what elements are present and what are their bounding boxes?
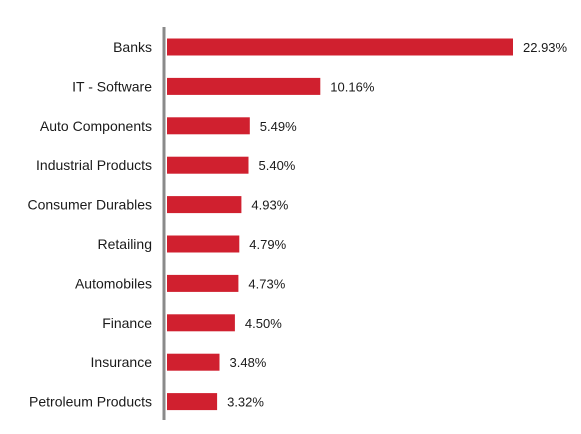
category-label: Insurance xyxy=(91,354,153,370)
bar-4 xyxy=(167,196,242,214)
category-labels-group: Banks IT - Software Auto Components Industr… xyxy=(28,39,153,410)
bar-6 xyxy=(167,274,239,292)
value-label: 3.48% xyxy=(230,355,267,370)
category-label: Retailing xyxy=(98,236,152,252)
value-label: 5.40% xyxy=(259,158,296,173)
category-label: Auto Components xyxy=(40,118,152,134)
value-label: 4.73% xyxy=(248,276,285,291)
bar-7 xyxy=(167,314,235,332)
value-label: 4.50% xyxy=(245,316,282,331)
category-label: Petroleum Products xyxy=(29,394,152,410)
category-label: Industrial Products xyxy=(36,157,152,173)
value-label: 10.16% xyxy=(330,79,375,94)
category-label: Finance xyxy=(102,315,152,331)
bar-0 xyxy=(167,38,513,56)
bar-1 xyxy=(167,77,321,95)
value-labels-group: 22.93% 10.16% 5.49% 5.40% 4.93% 4.79% 4.73% 4.5… xyxy=(227,40,567,410)
category-label: Banks xyxy=(113,39,152,55)
bar-2 xyxy=(167,117,250,135)
bars-group xyxy=(167,38,513,411)
category-label: Automobiles xyxy=(75,275,152,291)
bar-9 xyxy=(167,393,218,411)
category-label: Consumer Durables xyxy=(28,197,153,213)
value-label: 5.49% xyxy=(260,119,297,134)
value-label: 22.93% xyxy=(523,40,568,55)
bar-3 xyxy=(167,156,249,174)
value-label: 4.79% xyxy=(249,237,286,252)
category-label: IT - Software xyxy=(72,78,152,94)
value-label: 4.93% xyxy=(251,198,288,213)
bar-5 xyxy=(167,235,240,253)
value-label: 3.32% xyxy=(227,395,264,410)
bar-8 xyxy=(167,353,220,371)
